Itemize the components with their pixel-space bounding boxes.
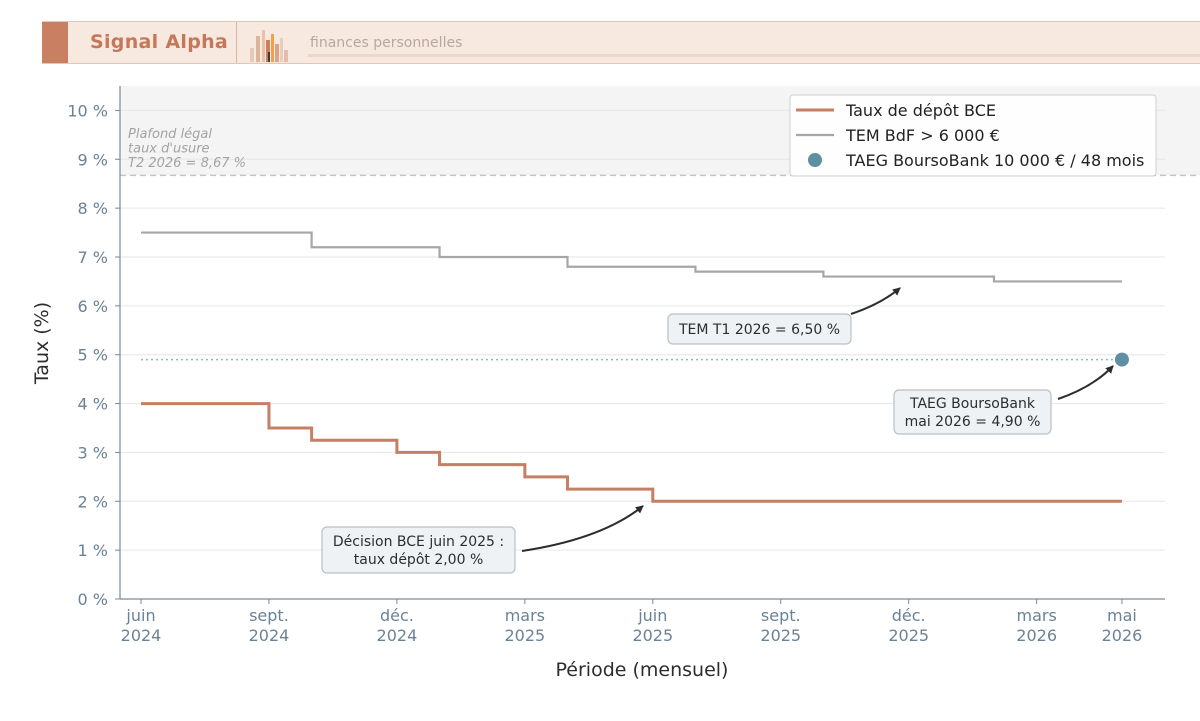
- series-line-bce: [141, 402, 1122, 503]
- annotation-arrow: [1057, 365, 1114, 400]
- legend-entry: TAEG BoursoBank 10 000 € / 48 mois: [845, 151, 1144, 170]
- y-tick-label: 2 %: [78, 492, 108, 511]
- x-tick-label: 2024: [121, 626, 162, 645]
- annotation-text: mai 2026 = 4,90 %: [905, 414, 1041, 430]
- x-tick-label: 2026: [1102, 626, 1143, 645]
- y-tick-label: 1 %: [78, 541, 108, 560]
- y-tick-label: 10 %: [67, 101, 108, 120]
- usury-ceiling-label: taux d'usure: [128, 142, 210, 157]
- x-tick-label: sept.: [249, 606, 289, 625]
- x-tick-label: 2025: [504, 626, 545, 645]
- annotation-box: [893, 389, 1052, 435]
- annotation-text: Décision BCE juin 2025 :: [333, 534, 504, 550]
- annotation-text: TAEG BoursoBank: [909, 396, 1036, 412]
- x-axis-label: Période (mensuel): [556, 659, 729, 681]
- brand-underline: [308, 54, 1200, 57]
- brand-header: Signal Alpha finances personnelles: [42, 21, 1200, 64]
- series-line-tem: [141, 231, 1122, 283]
- usury-ceiling-label: T2 2026 = 8,67 %: [128, 156, 246, 171]
- legend-swatch: [808, 153, 822, 167]
- x-tick-label: 2026: [1016, 626, 1057, 645]
- legend-entry: TEM BdF > 6 000 €: [845, 126, 1000, 145]
- brand-tagline: finances personnelles: [310, 35, 463, 51]
- y-tick-label: 4 %: [78, 395, 108, 414]
- annotation-text: taux dépôt 2,00 %: [354, 552, 484, 568]
- x-tick-label: mai: [1107, 606, 1137, 625]
- y-tick-label: 9 %: [78, 150, 108, 169]
- x-tick-label: juin: [125, 606, 155, 625]
- y-tick-label: 3 %: [78, 443, 108, 462]
- annotation-box: [667, 313, 852, 345]
- y-tick-label: 0 %: [78, 590, 108, 609]
- taeg-point: [1114, 352, 1129, 367]
- legend-box: [789, 94, 1157, 177]
- x-tick-label: déc.: [380, 606, 414, 625]
- x-tick-label: sept.: [761, 606, 801, 625]
- brand-swatch: [42, 22, 68, 63]
- bar-chart-logo-icon: [250, 30, 288, 62]
- y-tick-label: 7 %: [78, 248, 108, 267]
- usury-ceiling-label: Plafond légal: [128, 127, 212, 142]
- annotation-tem: TEM T1 2026 = 6,50 %: [667, 287, 901, 345]
- x-tick-label: 2024: [249, 626, 290, 645]
- x-tick-label: mars: [1016, 606, 1056, 625]
- y-axis-label: Taux (%): [31, 302, 53, 385]
- x-tick-label: 2025: [888, 626, 929, 645]
- annotation-bce: Décision BCE juin 2025 : taux dépôt 2,00 …: [321, 505, 644, 574]
- y-tick-label: 8 %: [78, 199, 108, 218]
- y-tick-label: 6 %: [78, 297, 108, 316]
- annotation-arrow: [850, 287, 901, 315]
- x-tick-label: 2024: [377, 626, 418, 645]
- x-tick-label: déc.: [892, 606, 926, 625]
- x-tick-label: juin: [637, 606, 667, 625]
- annotation-arrow: [521, 505, 644, 552]
- brand-divider: [236, 22, 237, 63]
- annotation-text: TEM T1 2026 = 6,50 %: [678, 322, 840, 338]
- legend: Taux de dépôt BCE TEM BdF > 6 000 € TAEG B…: [789, 94, 1157, 177]
- legend-entry: Taux de dépôt BCE: [845, 101, 996, 120]
- x-tick-label: mars: [505, 606, 545, 625]
- y-tick-label: 5 %: [78, 346, 108, 365]
- annotation-box: [321, 526, 516, 574]
- x-tick-label: 2025: [760, 626, 801, 645]
- x-tick-label: 2025: [632, 626, 673, 645]
- annotation-taeg: TAEG BoursoBank mai 2026 = 4,90 %: [893, 365, 1114, 435]
- brand-name: Signal Alpha: [90, 31, 229, 53]
